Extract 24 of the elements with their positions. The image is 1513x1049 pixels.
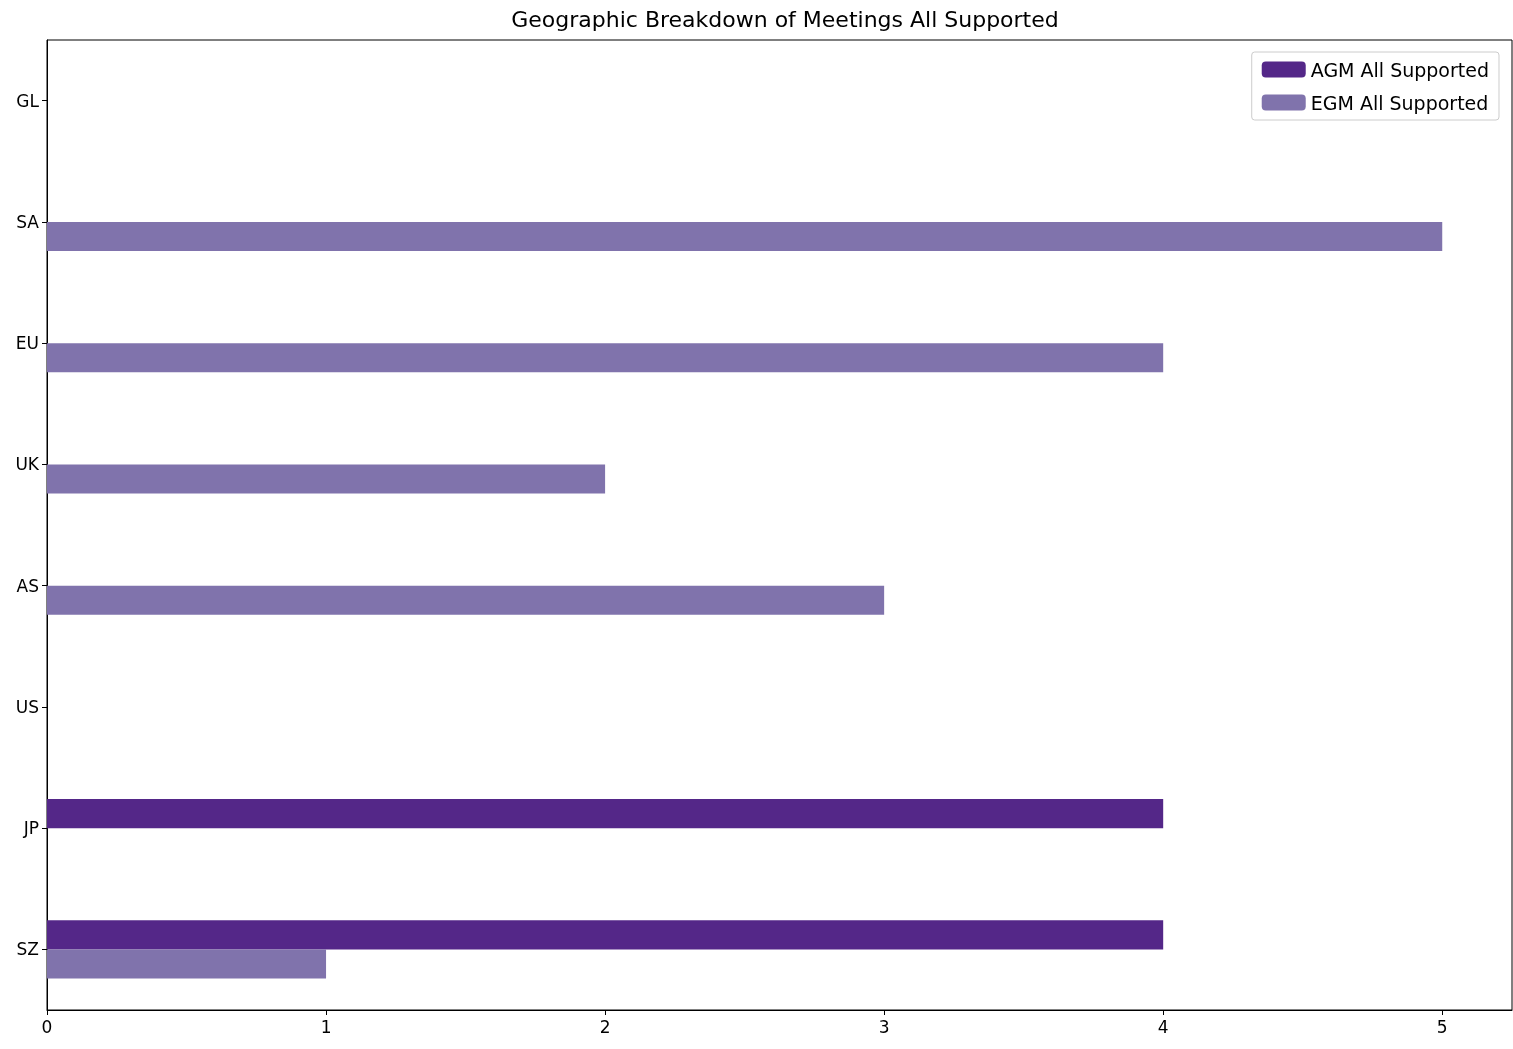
legend-label: AGM All Supported (1310, 58, 1490, 81)
y-tick-label: UK (15, 454, 40, 475)
chart-title: Geographic Breakdown of Meetings All Supported (511, 6, 1059, 32)
y-tick-label: SA (16, 211, 40, 232)
bar (47, 464, 606, 494)
bar (47, 343, 1164, 373)
y-tick-label: EU (15, 333, 39, 354)
y-tick-label: JP (22, 818, 39, 839)
bar (47, 799, 1164, 829)
y-tick-label: GL (16, 90, 40, 111)
bar (47, 221, 1443, 251)
x-tick-label: 4 (1157, 1016, 1169, 1037)
x-tick-label: 5 (1436, 1016, 1448, 1037)
y-tick-label: US (15, 696, 39, 717)
bar (47, 949, 327, 979)
x-tick-label: 2 (599, 1016, 611, 1037)
bar (47, 585, 885, 615)
x-tick-label: 1 (320, 1016, 332, 1037)
legend-label: EGM All Supported (1310, 91, 1489, 114)
y-tick-label: AS (16, 575, 39, 596)
y-tick-label: SZ (16, 939, 39, 960)
bar (47, 920, 1164, 950)
x-tick-label: 3 (878, 1016, 890, 1037)
x-tick-label: 0 (41, 1016, 53, 1037)
